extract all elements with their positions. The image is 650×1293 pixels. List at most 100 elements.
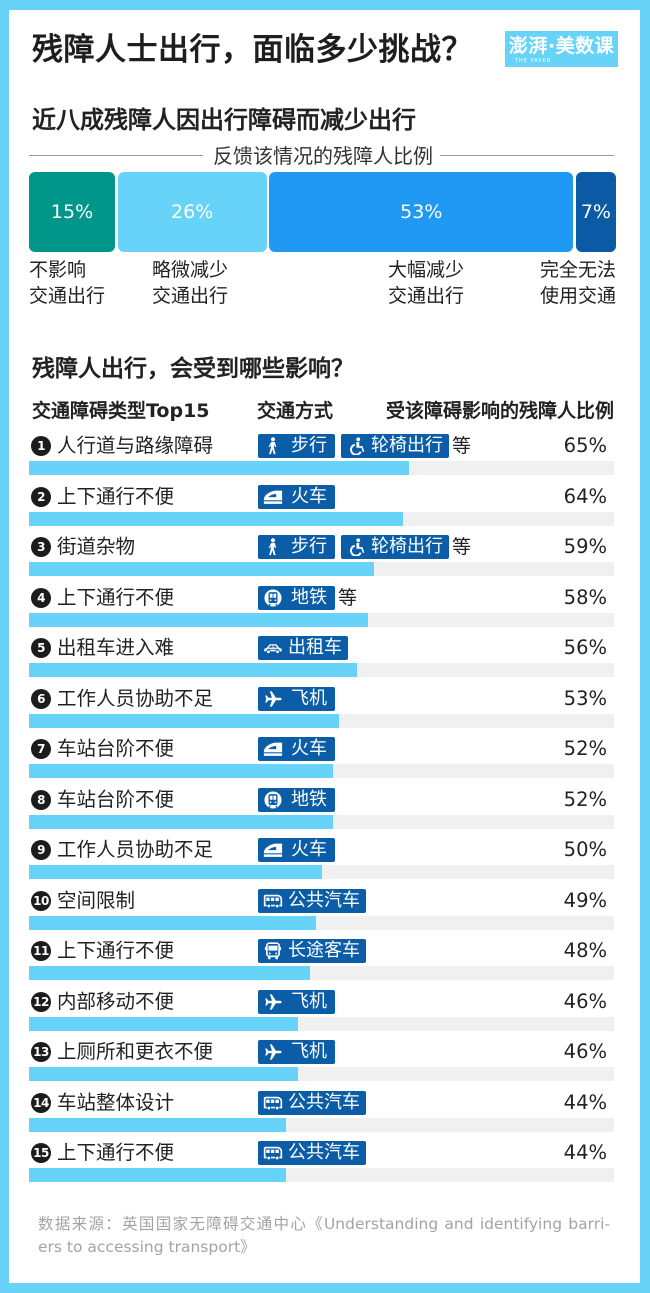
percent-value: 64% xyxy=(563,484,607,508)
mode-label: 出租车 xyxy=(288,637,342,658)
barrier-row: 12 内部移动不便 飞机 46% xyxy=(0,989,650,1040)
percent-value: 44% xyxy=(563,1141,607,1164)
mode-label: 飞机 xyxy=(291,687,327,709)
bar-track xyxy=(29,764,614,778)
rank-badge: 13 xyxy=(31,1042,51,1062)
bar-track xyxy=(29,612,614,627)
brand-logo-subtext: THE PAPER xyxy=(515,58,552,64)
bar-track xyxy=(29,1067,614,1081)
caption-divider-right xyxy=(440,155,614,156)
segment-value: 7% xyxy=(580,201,611,223)
train-icon xyxy=(263,841,283,859)
bar-track xyxy=(29,511,614,526)
bar-track xyxy=(29,814,614,829)
barrier-row: 10 空间限制 公共汽车 49% xyxy=(0,888,650,939)
segment-label-line2: 交通出行 xyxy=(152,285,229,307)
transport-modes: 飞机 xyxy=(258,686,335,711)
bar-fill xyxy=(29,915,316,930)
bar-fill xyxy=(29,865,322,879)
segment-label-line1: 略微减少 xyxy=(152,259,229,281)
bar-track xyxy=(29,1117,614,1132)
percent-value: 53% xyxy=(563,686,607,710)
mode-tag: 步行 xyxy=(258,434,335,458)
segment-label-line2: 交通出行 xyxy=(388,285,465,307)
mode-label: 火车 xyxy=(291,485,327,507)
barrier-label: 车站台阶不便 xyxy=(57,737,175,760)
bar-track xyxy=(29,915,614,930)
column-header-mode: 交通方式 xyxy=(257,400,334,422)
rank-badge: 14 xyxy=(31,1092,51,1113)
bar-fill xyxy=(29,764,334,778)
segment-label-line1: 大幅减少 xyxy=(388,259,465,281)
mode-label: 长途客车 xyxy=(288,940,360,961)
barrier-list: 1 人行道与路缘障碍 步行 轮椅出行 等 65% 2 上下通行不便 火车 64%… xyxy=(0,433,650,1191)
mode-label: 地铁 xyxy=(291,586,327,608)
train-icon xyxy=(263,740,283,758)
percent-value: 46% xyxy=(563,989,607,1013)
rank-badge: 11 xyxy=(31,941,51,961)
mode-tag: 公共汽车 xyxy=(258,1141,366,1165)
barrier-label: 车站整体设计 xyxy=(57,1090,175,1114)
barrier-row: 2 上下通行不便 火车 64% xyxy=(0,484,650,535)
barrier-label: 街道杂物 xyxy=(57,535,136,558)
percent-value: 58% xyxy=(563,585,607,609)
wheelchair-icon xyxy=(346,538,366,556)
mode-label: 飞机 xyxy=(291,1041,327,1062)
wheelchair-icon xyxy=(346,437,366,455)
barrier-label: 内部移动不便 xyxy=(57,989,175,1013)
transport-modes: 长途客车 xyxy=(258,939,366,963)
bar-fill xyxy=(29,461,410,475)
mode-tag: 轮椅出行 xyxy=(341,434,449,458)
column-header-share: 受该障碍影响的残障人比例 xyxy=(385,400,614,422)
caption-divider-left xyxy=(29,155,203,156)
segment-label-slight-decrease: 略微减少 交通出行 xyxy=(152,257,228,309)
rank-badge: 1 xyxy=(31,436,51,456)
segment-slight-decrease: 26% xyxy=(117,172,267,252)
segment-large-decrease: 53% xyxy=(269,172,574,252)
mode-label: 火车 xyxy=(291,738,327,759)
mode-tag: 轮椅出行 xyxy=(341,535,449,559)
bar-track xyxy=(29,1168,614,1182)
mode-label: 公共汽车 xyxy=(288,1142,360,1163)
transport-modes: 火车 xyxy=(258,838,335,862)
segment-label-large-decrease: 大幅减少 交通出行 xyxy=(388,257,464,309)
segment-label-line1: 完全无法 xyxy=(539,259,616,281)
mode-tag: 火车 xyxy=(258,838,335,862)
rank-badge: 9 xyxy=(31,840,51,860)
bar-track xyxy=(29,865,614,879)
barrier-label: 车站台阶不便 xyxy=(57,787,175,811)
transport-modes: 公共汽车 xyxy=(258,888,366,913)
mode-tag: 火车 xyxy=(258,737,335,761)
plane-icon xyxy=(263,1043,283,1061)
percent-value: 52% xyxy=(563,737,607,760)
mode-label: 轮椅出行 xyxy=(371,435,443,456)
walk-icon xyxy=(263,437,283,455)
mode-suffix: 等 xyxy=(452,435,472,457)
bar-track xyxy=(29,663,614,677)
mode-label: 公共汽车 xyxy=(288,889,360,911)
legend-caption: 反馈该情况的残障人比例 xyxy=(213,144,433,168)
bar-track xyxy=(29,562,614,576)
brand-logo: 澎湃·美数课 THE PAPER xyxy=(505,31,618,67)
mode-label: 公共汽车 xyxy=(288,1091,360,1113)
mode-label: 火车 xyxy=(291,839,327,860)
metro-icon xyxy=(263,791,283,809)
percent-value: 50% xyxy=(563,838,607,861)
plane-icon xyxy=(263,993,283,1011)
page-title: 残障人士出行，面临多少挑战？ xyxy=(32,32,473,68)
transport-modes: 出租车 xyxy=(258,636,348,660)
stacked-bar: 15% 26% 53% 7% xyxy=(29,172,616,252)
segment-value: 15% xyxy=(50,201,94,223)
barrier-label: 上下通行不便 xyxy=(57,1141,175,1164)
mode-label: 轮椅出行 xyxy=(371,536,443,557)
source-note-line2: ers to accessing transport》 xyxy=(38,1238,256,1256)
bar-fill xyxy=(29,1168,287,1182)
column-header-barrier: 交通障碍类型Top15 xyxy=(32,400,210,422)
bar-fill xyxy=(29,1016,299,1031)
mode-suffix: 等 xyxy=(452,536,472,558)
barrier-row: 1 人行道与路缘障碍 步行 轮椅出行 等 65% xyxy=(0,433,650,484)
bar-track xyxy=(29,966,614,980)
bus-icon xyxy=(263,892,283,910)
barrier-row: 3 街道杂物 步行 轮椅出行 等 59% xyxy=(0,534,650,585)
